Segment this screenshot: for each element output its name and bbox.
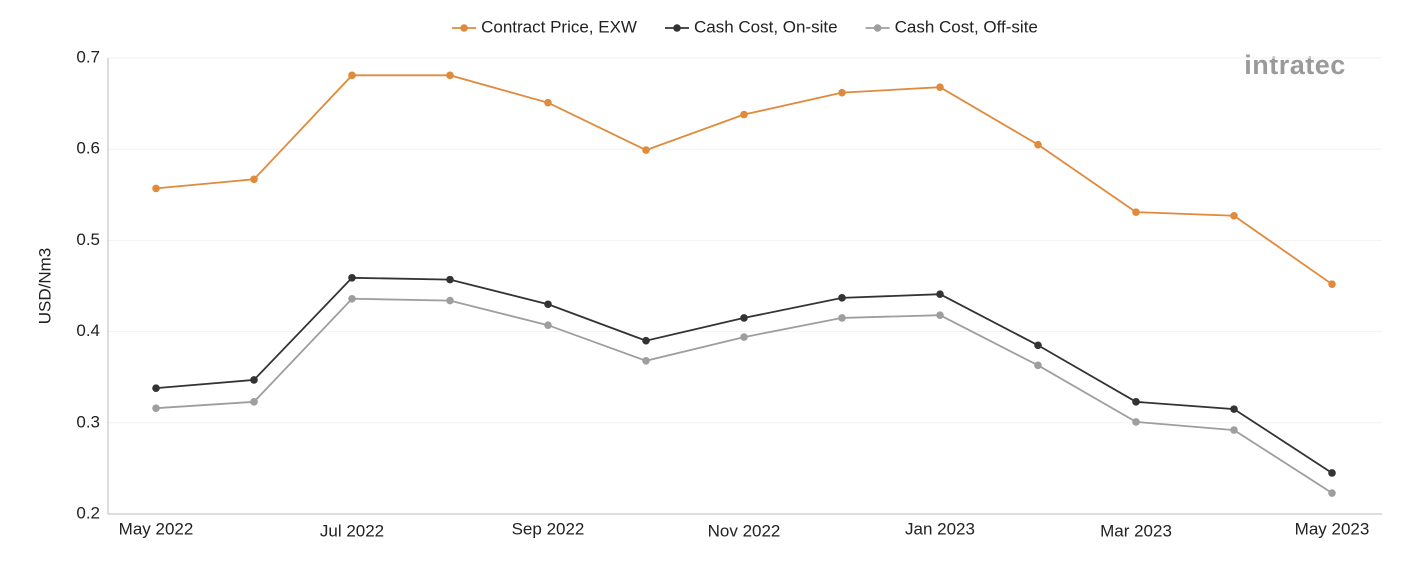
data-point bbox=[544, 300, 552, 309]
data-point bbox=[936, 83, 944, 91]
data-point bbox=[1034, 140, 1042, 149]
data-point bbox=[1132, 398, 1140, 406]
y-tick-label: 0.5 bbox=[76, 230, 100, 249]
data-point bbox=[936, 290, 944, 299]
data-point bbox=[1034, 361, 1042, 370]
data-point bbox=[1328, 489, 1336, 497]
x-tick-label: Mar 2023 bbox=[1100, 521, 1172, 540]
y-tick-label: 0.2 bbox=[76, 503, 100, 522]
x-tick-label: Jan 2023 bbox=[905, 519, 975, 538]
data-point bbox=[152, 404, 160, 413]
data-point bbox=[446, 275, 454, 284]
data-point bbox=[250, 376, 258, 384]
data-point bbox=[838, 88, 846, 97]
legend-label: Contract Price, EXW bbox=[481, 17, 637, 36]
data-point bbox=[642, 336, 650, 345]
data-point bbox=[446, 296, 454, 305]
y-axis-label: USD/Nm3 bbox=[35, 248, 54, 325]
data-point bbox=[446, 71, 454, 80]
series-line bbox=[155, 74, 1333, 285]
x-tick-label: Jul 2022 bbox=[320, 521, 384, 540]
data-point bbox=[152, 384, 160, 392]
data-point bbox=[1230, 405, 1238, 413]
data-point bbox=[348, 294, 356, 303]
x-tick-label: Nov 2022 bbox=[708, 521, 781, 540]
data-point bbox=[250, 398, 258, 406]
x-tick-label: May 2022 bbox=[119, 519, 194, 538]
data-point bbox=[1328, 469, 1336, 477]
data-point bbox=[348, 71, 356, 80]
legend: Contract Price, EXW Cash Cost, On-site Cas… bbox=[452, 17, 1038, 36]
series-line bbox=[155, 276, 1333, 474]
series-line bbox=[155, 297, 1333, 494]
data-point bbox=[1230, 211, 1238, 220]
legend-swatch-dot bbox=[673, 24, 681, 32]
y-tick-label: 0.7 bbox=[76, 47, 100, 66]
y-tick-label: 0.3 bbox=[76, 412, 100, 431]
data-point bbox=[348, 273, 356, 282]
watermark: intratec bbox=[1244, 50, 1346, 80]
x-tick-label: May 2023 bbox=[1295, 519, 1370, 538]
data-point bbox=[544, 321, 552, 330]
data-point bbox=[838, 294, 846, 302]
legend-swatch-dot bbox=[873, 24, 882, 32]
data-point bbox=[1230, 426, 1238, 434]
data-point bbox=[1132, 418, 1140, 426]
data-point bbox=[740, 314, 748, 322]
data-point bbox=[642, 356, 650, 365]
data-point bbox=[152, 184, 160, 193]
legend-label: Cash Cost, Off-site bbox=[895, 17, 1038, 36]
x-tick-label: Sep 2022 bbox=[512, 519, 585, 538]
data-point bbox=[936, 311, 944, 319]
data-point bbox=[1328, 280, 1336, 288]
y-tick-label: 0.4 bbox=[76, 321, 100, 340]
legend-label: Cash Cost, On-site bbox=[694, 17, 838, 36]
legend-swatch-dot bbox=[460, 24, 468, 32]
data-point bbox=[642, 146, 650, 154]
data-point bbox=[838, 314, 846, 322]
y-tick-label: 0.6 bbox=[76, 139, 100, 158]
data-point bbox=[740, 333, 748, 341]
data-point bbox=[1132, 208, 1140, 216]
data-point bbox=[544, 98, 552, 107]
data-point bbox=[740, 110, 748, 119]
data-point bbox=[250, 175, 258, 184]
data-point bbox=[1034, 341, 1042, 350]
